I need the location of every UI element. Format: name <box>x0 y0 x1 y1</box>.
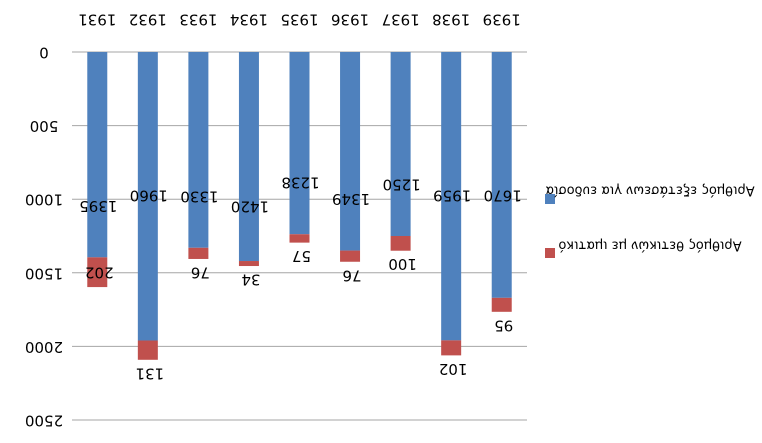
data-label-positive: 202 <box>85 264 114 282</box>
y-tick-label: 1000 <box>25 191 63 209</box>
bar-segment-positive <box>87 257 108 288</box>
data-label-positive: 34 <box>241 271 260 289</box>
bar-segment-exams <box>238 52 259 262</box>
bar-segment-exams <box>340 52 361 251</box>
y-tick-label: 2500 <box>25 412 63 430</box>
x-tick-label: 1931 <box>78 11 116 29</box>
data-label-exams: 1420 <box>231 198 269 216</box>
legend-swatch <box>545 194 555 204</box>
data-label-positive: 102 <box>439 360 468 378</box>
x-tick-label: 1937 <box>382 11 420 29</box>
legend: Αριθμός εξετάσεων για ευδοσία Αριθμός θετ… <box>545 183 755 258</box>
legend-entry-positive: Αριθμός θετικών με ιματικό <box>558 238 741 253</box>
data-label-exams: 1395 <box>79 197 117 215</box>
bar-segment-positive <box>340 250 361 262</box>
y-tick-label: 0 <box>39 44 49 62</box>
bar-segment-exams <box>137 52 158 341</box>
data-label-exams: 1238 <box>281 174 319 192</box>
data-label-positive: 95 <box>494 316 513 334</box>
legend-swatch <box>545 248 555 258</box>
bar-segment-exams <box>188 52 209 248</box>
x-tick-label: 1932 <box>129 11 167 29</box>
data-label-positive: 100 <box>388 255 417 273</box>
bar-segment-positive <box>289 234 310 243</box>
data-label-exams: 1250 <box>383 176 421 194</box>
y-tick-label: 2000 <box>25 338 63 356</box>
data-label-exams: 1349 <box>332 190 370 208</box>
data-label-exams: 1959 <box>433 187 471 205</box>
bar-segment-positive <box>188 247 209 259</box>
bar-segment-exams <box>491 52 512 298</box>
x-tick-label: 1933 <box>179 11 217 29</box>
bar-segment-positive <box>390 236 411 251</box>
data-label-positive: 131 <box>136 364 165 382</box>
x-tick-label: 1939 <box>483 11 521 29</box>
data-label-positive: 76 <box>343 266 362 284</box>
x-tick-label: 1938 <box>432 11 470 29</box>
y-tick-label: 500 <box>30 117 59 135</box>
x-tick-label: 1936 <box>331 11 369 29</box>
legend-entry-exams: Αριθμός εξετάσεων για ευδοσία <box>545 183 754 198</box>
bar-segment-exams <box>289 52 310 235</box>
bar-segment-positive <box>137 340 158 360</box>
data-label-exams: 1960 <box>130 187 168 205</box>
labels-layer: 0 500 1000 1500 2000 2500 1931 1932 1933 1934 1935… <box>25 11 522 430</box>
bar-segment-exams <box>87 52 108 258</box>
y-tick-label: 1500 <box>25 264 63 282</box>
data-label-exams: 1670 <box>484 187 522 205</box>
data-label-positive: 57 <box>292 247 311 265</box>
x-tick-label: 1935 <box>280 11 318 29</box>
bars-layer <box>87 52 512 360</box>
bar-segment-positive <box>441 340 462 356</box>
bar-segment-exams <box>441 52 462 341</box>
bar-segment-positive <box>238 261 259 267</box>
data-label-exams: 1330 <box>180 187 218 205</box>
data-label-positive: 76 <box>191 263 210 281</box>
x-tick-label: 1934 <box>230 11 268 29</box>
bar-segment-exams <box>390 52 411 236</box>
bar-segment-positive <box>491 297 512 312</box>
